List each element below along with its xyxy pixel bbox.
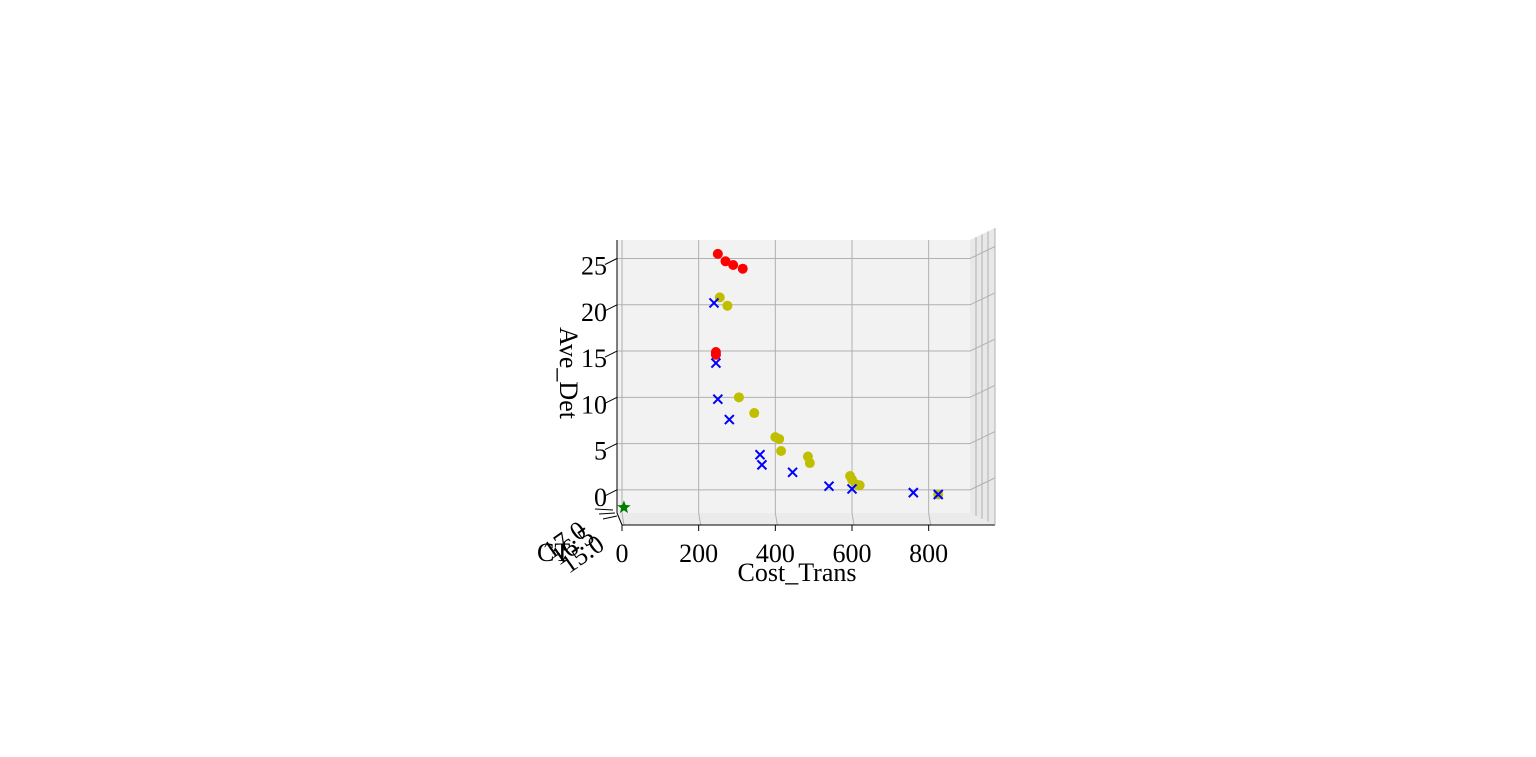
y-tick-label: 0 xyxy=(594,483,607,512)
x-floor-gridline xyxy=(774,512,778,526)
x-tick-label: 400 xyxy=(756,539,795,568)
data-point-red xyxy=(710,349,721,360)
data-point-blue-x xyxy=(724,414,735,425)
data-point-blue-x xyxy=(933,489,944,500)
x-tick-label: 200 xyxy=(679,539,718,568)
y-tick-label: 5 xyxy=(594,437,607,466)
x-floor-gridline xyxy=(928,512,932,526)
y-tick xyxy=(604,489,618,497)
x-floor-gridline xyxy=(851,512,855,526)
data-point-blue-x xyxy=(756,459,768,471)
y-tick-label: 10 xyxy=(581,390,607,419)
z-axis-line xyxy=(616,512,623,526)
z-axis-label: CT xyxy=(537,538,570,567)
y-axis-label: Ave_Det xyxy=(554,327,583,420)
data-point-red xyxy=(728,259,739,270)
y-tick-labels: 0 5 10 15 20 25 xyxy=(581,252,607,512)
data-point-blue-x xyxy=(823,480,835,492)
data-point-yellow xyxy=(774,433,785,444)
floor-pane xyxy=(617,513,995,525)
data-point-green-star xyxy=(617,500,631,514)
y-tick-label: 20 xyxy=(581,298,607,327)
x-tick-label: 600 xyxy=(833,539,872,568)
data-point-blue-x xyxy=(908,487,919,498)
y-tick xyxy=(604,350,618,358)
axes xyxy=(594,228,996,531)
data-point-red xyxy=(720,256,731,267)
z-tick xyxy=(602,515,618,520)
y-tick xyxy=(604,396,618,404)
data-point-yellow xyxy=(749,408,760,419)
back-pane xyxy=(617,240,970,513)
y-tick xyxy=(604,258,618,265)
x-tick-label: 800 xyxy=(909,539,948,568)
x-floor-gridline xyxy=(621,512,625,526)
data-point-red xyxy=(712,248,723,259)
z-tick xyxy=(598,512,616,515)
data-point-yellow xyxy=(854,480,865,491)
x-axis-label: Cost_Trans xyxy=(738,558,857,587)
z-tick-labels: 15.016.517.0 xyxy=(538,515,610,579)
data-point-yellow xyxy=(804,458,815,469)
x-tick-label: 0 xyxy=(616,539,629,568)
data-point-blue-x xyxy=(846,483,858,495)
data-point-blue-x xyxy=(787,467,798,478)
x-floor-gridline xyxy=(698,512,702,526)
data-point-blue-x xyxy=(710,357,722,369)
z-tick xyxy=(594,508,614,511)
data-point-blue-x xyxy=(708,297,720,309)
data-point-yellow xyxy=(776,445,787,456)
grid-lines xyxy=(617,231,996,526)
y-tick-label: 15 xyxy=(581,344,607,373)
data-point-yellow xyxy=(722,300,733,311)
y-tick xyxy=(604,304,618,312)
data-point-blue-x xyxy=(712,393,724,405)
data-point-red xyxy=(737,263,748,274)
data-points xyxy=(617,248,944,514)
data-point-blue-x xyxy=(754,449,766,460)
y-tick-label: 25 xyxy=(581,252,607,281)
y-tick xyxy=(604,443,618,451)
data-point-yellow xyxy=(733,392,744,403)
x-tick-labels: 0 200 400 600 800 xyxy=(616,539,949,568)
